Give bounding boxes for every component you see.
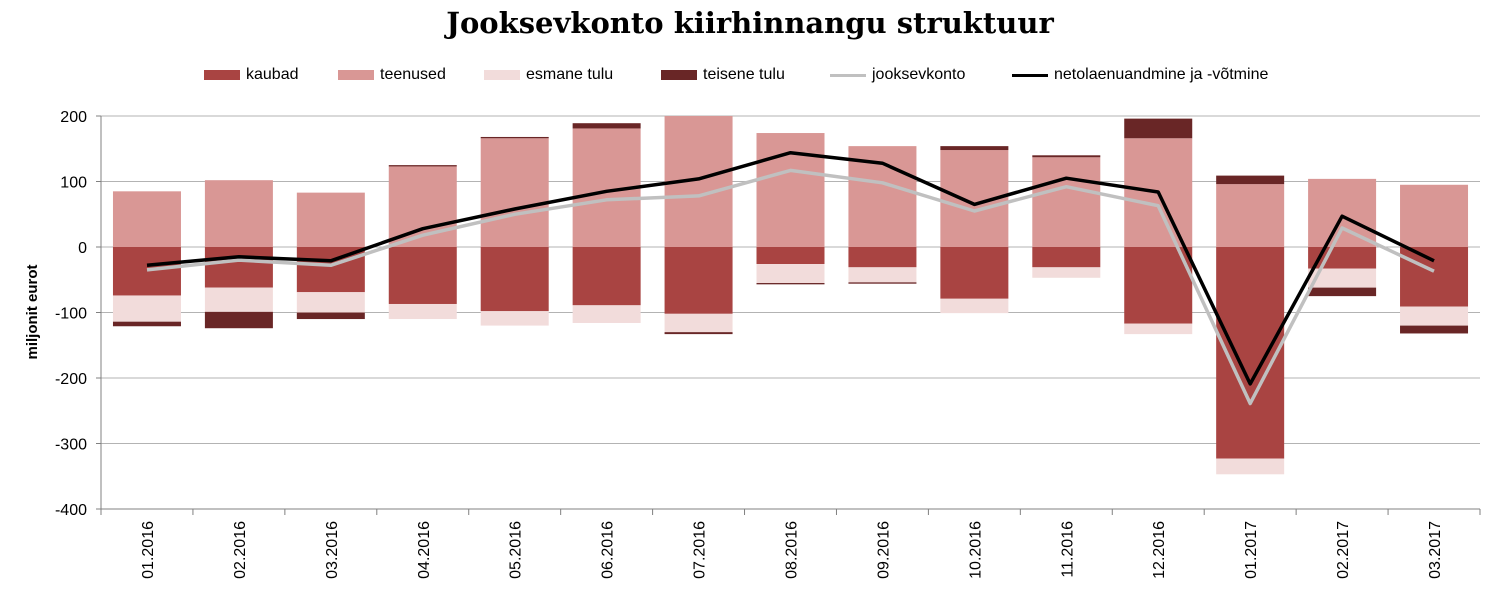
legend: kaubad teenused esmane tulu teisene tulu… bbox=[0, 64, 1500, 86]
legend-label-netolaenuandmine: netolaenuandmine ja -võtmine bbox=[1054, 66, 1269, 83]
y-tick-label: 200 bbox=[60, 109, 87, 126]
x-tick-label: 02.2017 bbox=[1335, 521, 1352, 579]
bar-kaubad bbox=[1400, 247, 1469, 307]
x-tick-label: 08.2016 bbox=[784, 521, 801, 579]
legend-label-jooksevkonto: jooksevkonto bbox=[872, 66, 966, 83]
legend-swatch-teenused bbox=[338, 70, 374, 80]
y-tick-label: -100 bbox=[55, 306, 87, 323]
bar-esmane_tulu bbox=[940, 298, 1009, 314]
x-tick-label: 09.2016 bbox=[875, 521, 892, 579]
legend-item-esmane-tulu: esmane tulu bbox=[484, 64, 613, 86]
bar-esmane_tulu bbox=[1216, 458, 1285, 475]
x-tick-label: 03.2017 bbox=[1427, 521, 1444, 579]
bar-esmane_tulu bbox=[664, 313, 733, 333]
bar-esmane_tulu bbox=[112, 295, 181, 322]
bar-teisene_tulu bbox=[1032, 155, 1101, 158]
bar-teenused bbox=[112, 191, 181, 247]
x-tick-label: 01.2017 bbox=[1243, 521, 1260, 579]
x-tick-label: 04.2016 bbox=[416, 521, 433, 579]
bar-kaubad bbox=[848, 247, 917, 268]
legend-item-teenused: teenused bbox=[338, 64, 446, 86]
bar-esmane_tulu bbox=[848, 267, 917, 283]
x-tick-label: 05.2016 bbox=[508, 521, 525, 579]
bar-esmane_tulu bbox=[572, 305, 641, 323]
line-jooksevkonto bbox=[146, 168, 1435, 406]
bar-kaubad bbox=[480, 247, 549, 312]
bar-teisene_tulu bbox=[756, 283, 825, 285]
bar-teisene_tulu bbox=[112, 321, 181, 327]
bar-teisene_tulu bbox=[388, 165, 457, 167]
bar-kaubad bbox=[940, 247, 1009, 299]
legend-label-kaubad: kaubad bbox=[246, 66, 299, 83]
bar-esmane_tulu bbox=[296, 292, 365, 313]
bar-teenused bbox=[1032, 157, 1101, 247]
bar-teenused bbox=[204, 180, 273, 247]
bar-kaubad bbox=[388, 247, 457, 304]
legend-label-teisene-tulu: teisene tulu bbox=[703, 66, 785, 83]
bar-teisene_tulu bbox=[1400, 325, 1469, 334]
y-axis-label: miljonit eurot bbox=[24, 265, 41, 360]
bar-kaubad bbox=[1032, 247, 1101, 268]
bar-esmane_tulu bbox=[388, 303, 457, 320]
x-tick-label: 01.2016 bbox=[140, 521, 157, 579]
bar-teenused bbox=[756, 133, 825, 247]
legend-label-esmane-tulu: esmane tulu bbox=[526, 66, 614, 83]
bar-kaubad bbox=[756, 247, 825, 265]
y-tick-label: -200 bbox=[55, 371, 87, 388]
x-tick-label: 03.2016 bbox=[324, 521, 341, 579]
bar-esmane_tulu bbox=[204, 287, 273, 312]
bar-esmane_tulu bbox=[1400, 306, 1469, 326]
bar-teisene_tulu bbox=[1216, 175, 1285, 185]
bar-teisene_tulu bbox=[204, 311, 273, 329]
bar-teenused bbox=[1216, 184, 1285, 247]
legend-swatch-kaubad bbox=[204, 70, 240, 80]
legend-item-netolaenuandmine: netolaenuandmine ja -võtmine bbox=[1012, 64, 1268, 86]
y-tick-label: 0 bbox=[78, 240, 87, 257]
legend-item-kaubad: kaubad bbox=[204, 64, 299, 86]
bar-kaubad bbox=[664, 247, 733, 314]
bar-esmane_tulu bbox=[1032, 267, 1101, 278]
bar-kaubad bbox=[572, 247, 641, 306]
legend-swatch-jooksevkonto bbox=[830, 73, 866, 77]
bar-teisene_tulu bbox=[572, 123, 641, 129]
bar-teisene_tulu bbox=[480, 136, 549, 139]
bar-teisene_tulu bbox=[1308, 287, 1377, 297]
bar-esmane_tulu bbox=[1124, 323, 1193, 335]
legend-item-teisene-tulu: teisene tulu bbox=[661, 64, 785, 86]
bar-teisene_tulu bbox=[664, 332, 733, 335]
legend-label-teenused: teenused bbox=[380, 66, 446, 83]
y-tick-label: -300 bbox=[55, 437, 87, 454]
legend-swatch-netolaenuandmine bbox=[1012, 73, 1048, 77]
bar-esmane_tulu bbox=[480, 311, 549, 326]
x-tick-label: 11.2016 bbox=[1059, 521, 1076, 578]
bar-teisene_tulu bbox=[296, 312, 365, 320]
x-tick-label: 02.2016 bbox=[232, 521, 249, 579]
x-tick-label: 06.2016 bbox=[600, 521, 617, 579]
bar-esmane_tulu bbox=[756, 264, 825, 284]
bar-esmane_tulu bbox=[1308, 268, 1377, 288]
bar-teenused bbox=[296, 192, 365, 247]
legend-swatch-esmane-tulu bbox=[484, 70, 520, 80]
bar-kaubad bbox=[204, 247, 273, 288]
bar-teenused bbox=[1400, 184, 1469, 247]
legend-swatch-teisene-tulu bbox=[661, 70, 697, 80]
line-netolaenuandmine bbox=[146, 150, 1435, 386]
bar-teisene_tulu bbox=[848, 282, 917, 284]
y-tick-label: 100 bbox=[60, 175, 87, 192]
bar-teisene_tulu bbox=[1124, 118, 1193, 139]
bar-kaubad bbox=[112, 247, 181, 296]
bar-teisene_tulu bbox=[940, 146, 1009, 151]
chart-title: Jooksevkonto kiirhinnangu struktuur bbox=[446, 6, 1054, 40]
x-tick-label: 10.2016 bbox=[967, 521, 984, 579]
bar-teenused bbox=[1308, 178, 1377, 247]
y-tick-label: -400 bbox=[55, 502, 87, 519]
bar-teenused bbox=[480, 138, 549, 247]
bar-kaubad bbox=[1124, 247, 1193, 324]
legend-item-jooksevkonto: jooksevkonto bbox=[830, 64, 965, 86]
x-tick-label: 12.2016 bbox=[1151, 521, 1168, 579]
x-tick-label: 07.2016 bbox=[692, 521, 709, 579]
